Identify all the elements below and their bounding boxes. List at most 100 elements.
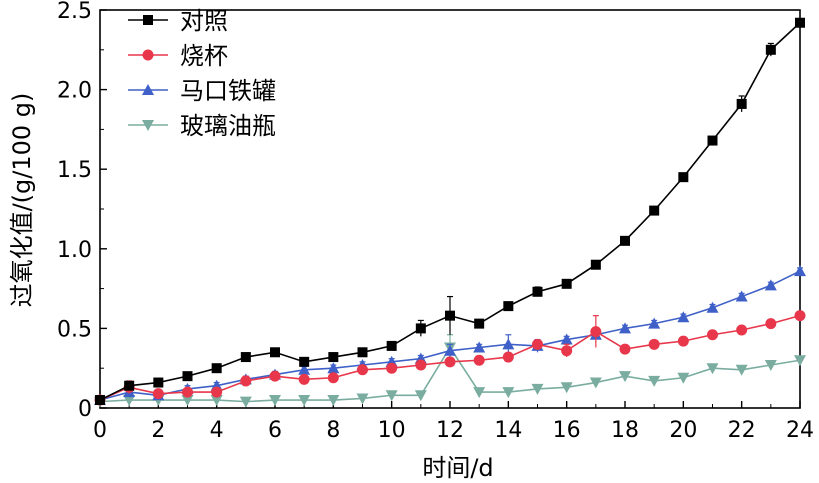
data-point (619, 343, 631, 355)
data-point (414, 390, 427, 402)
x-tick-label: 14 (494, 418, 522, 443)
data-point (560, 333, 573, 345)
data-point (620, 235, 630, 246)
data-point (153, 377, 164, 388)
x-axis-title: 时间/d (422, 454, 493, 482)
legend-label: 马口铁罐 (180, 77, 276, 105)
data-point (765, 318, 777, 330)
x-tick-label: 20 (669, 418, 697, 443)
data-point (95, 395, 105, 406)
y-tick-label: 0 (78, 397, 92, 422)
data-point (328, 352, 339, 363)
data-point (677, 311, 690, 323)
data-point (502, 338, 515, 350)
data-point (386, 340, 397, 351)
data-point (706, 363, 719, 375)
data-point (210, 395, 223, 407)
x-tick-label: 16 (553, 418, 581, 443)
legend-label: 对照 (180, 7, 228, 35)
data-point (648, 338, 660, 350)
data-point (795, 17, 805, 28)
data-point (444, 344, 456, 356)
data-point (765, 44, 776, 55)
x-tick-label: 6 (268, 418, 282, 443)
data-point (707, 329, 718, 341)
legend-marker (142, 49, 154, 61)
data-point (124, 380, 135, 391)
data-point (678, 172, 689, 183)
data-point (735, 364, 748, 376)
data-point (356, 393, 369, 405)
data-point (270, 347, 280, 358)
legend-label: 玻璃油瓶 (180, 112, 276, 140)
x-tick-label: 12 (436, 418, 464, 443)
data-point (445, 310, 455, 321)
data-point (590, 326, 602, 338)
data-point (181, 395, 194, 407)
data-point (736, 98, 747, 109)
data-point (357, 364, 368, 376)
data-point (532, 338, 543, 350)
data-point (240, 352, 251, 363)
data-point (706, 301, 719, 313)
data-point (299, 356, 310, 367)
data-point (123, 395, 136, 407)
data-point (502, 387, 515, 399)
y-tick-label: 1.5 (57, 158, 92, 183)
data-point (561, 345, 573, 357)
data-point (182, 371, 193, 382)
data-point (269, 395, 281, 407)
x-tick-label: 22 (728, 418, 756, 443)
data-point (590, 259, 601, 270)
data-point (298, 395, 311, 407)
data-point (327, 372, 339, 384)
data-point (415, 359, 427, 371)
y-tick-label: 1.0 (57, 238, 92, 263)
data-point (327, 362, 340, 374)
data-point (415, 323, 426, 334)
data-point (444, 356, 456, 368)
legend-marker (142, 120, 154, 131)
data-point (240, 375, 252, 387)
x-tick-label: 18 (611, 418, 639, 443)
data-point (503, 301, 514, 312)
data-point (531, 383, 544, 395)
data-point (182, 386, 193, 398)
legend-marker (143, 15, 153, 25)
data-point (589, 377, 602, 389)
x-tick-label: 2 (151, 418, 165, 443)
y-tick-label: 0.5 (57, 317, 92, 342)
data-point (619, 322, 631, 334)
data-point (269, 370, 281, 382)
data-point (473, 341, 486, 353)
data-point (298, 363, 311, 375)
y-axis-title: 过氧化值/(g/100 g) (8, 93, 36, 308)
data-point (211, 363, 222, 374)
data-point (560, 382, 573, 394)
legend-marker (142, 84, 154, 95)
data-point (502, 351, 514, 363)
data-point (532, 286, 543, 297)
data-point (794, 310, 806, 322)
data-point (677, 335, 689, 347)
data-point (649, 205, 660, 216)
x-tick-label: 8 (326, 418, 340, 443)
data-point (648, 317, 661, 329)
data-point (473, 387, 486, 399)
data-point (357, 347, 368, 358)
data-point (619, 371, 631, 383)
data-point (473, 354, 485, 366)
data-point (386, 362, 398, 374)
x-tick-label: 24 (786, 418, 814, 443)
data-point (327, 395, 340, 407)
data-point (764, 279, 777, 291)
data-point (474, 318, 485, 329)
x-tick-label: 0 (93, 418, 107, 443)
x-tick-label: 10 (378, 418, 406, 443)
data-point (298, 373, 310, 385)
data-point (239, 396, 252, 408)
y-tick-label: 2.0 (57, 79, 92, 104)
data-point (735, 290, 748, 302)
data-point (707, 135, 718, 146)
